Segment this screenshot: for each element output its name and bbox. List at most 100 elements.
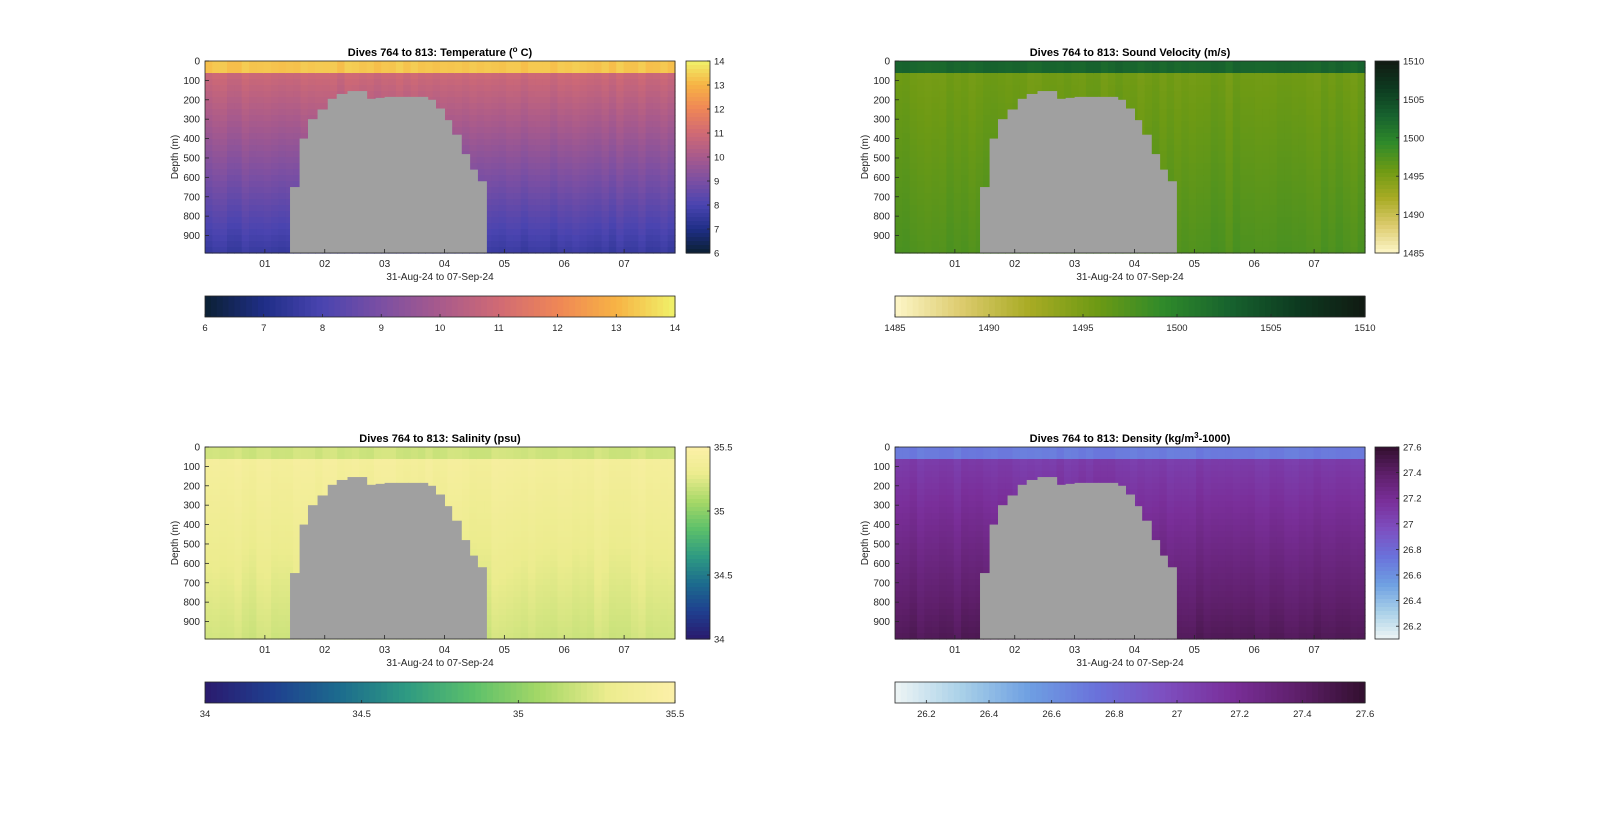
heatmap-cell [1034,73,1043,80]
heatmap-cell [1276,157,1285,164]
heatmap-cell [227,205,235,212]
heatmap-cell [307,79,316,86]
heatmap-cell [1225,241,1234,248]
heatmap-cell [909,133,918,140]
heatmap-cell [227,561,235,568]
heatmap-cell [990,85,999,92]
heatmap-cell [623,229,632,236]
heatmap-cell [256,525,265,532]
heatmap-cell [953,103,962,110]
heatmap-cell [1019,85,1028,92]
heatmap-cell [1203,127,1212,134]
heatmap-cell [630,85,639,92]
heatmap-cell [1152,121,1160,128]
heatmap-cell [293,151,302,158]
heatmap-cell [1262,199,1271,206]
heatmap-cell [931,211,940,218]
heatmap-cell [557,241,566,248]
x-tick-label: 02 [319,259,331,270]
heatmap-cell [917,217,925,224]
heatmap-cell [1085,67,1094,74]
heatmap-cell [608,85,617,92]
heatmap-cell [278,483,287,490]
heatmap-cell [1240,127,1249,134]
heatmap-cell [902,145,911,152]
heatmap-cell [660,97,669,104]
heatmap-cell [1100,67,1109,74]
heatmap-cell [1225,247,1234,254]
heatmap-cell [506,73,515,80]
heatmap-cell [528,85,537,92]
heatmap-cell [212,235,221,242]
heatmap-cell [256,73,265,80]
heatmap-cell [645,223,654,230]
heatmap-cell [366,67,375,74]
heatmap-cell [241,115,250,122]
heatmap-cell [1063,91,1072,98]
no-data-block [327,98,338,253]
heatmap-cell [1181,67,1190,74]
heatmap-cell [469,103,478,110]
heatmap-cell [278,187,287,194]
heatmap-cell [249,495,257,502]
heatmap-cell [953,85,962,92]
heatmap-cell [542,211,551,218]
heatmap-cell [1298,175,1307,182]
heatmap-cell [1313,163,1322,170]
heatmap-cell [1210,217,1219,224]
heatmap-cell [586,163,595,170]
heatmap-cell [1232,157,1241,164]
colorbar-segment [686,93,710,98]
heatmap-cell [557,223,566,230]
heatmap-cell [1232,79,1241,86]
heatmap-cell [1313,235,1322,242]
heatmap-cell [946,187,955,194]
colorbar-segment [1153,296,1160,317]
heatmap-cell [285,513,294,520]
heatmap-cell [652,115,661,122]
heatmap-cell [506,139,515,146]
heatmap-cell [300,477,309,484]
heatmap-cell [447,103,456,110]
heatmap-cell [1174,127,1182,134]
heatmap-cell [520,187,529,194]
heatmap-cell [1262,187,1271,194]
heatmap-cell [1269,181,1278,188]
heatmap-cell [623,241,632,248]
heatmap-cell [917,145,925,152]
heatmap-cell [469,67,478,74]
heatmap-cell [1328,235,1337,242]
heatmap-cell [1232,127,1241,134]
heatmap-cell [285,483,294,490]
heatmap-cell [263,483,272,490]
heatmap-cell [909,247,918,254]
heatmap-cell [285,609,294,616]
heatmap-cell [219,109,228,116]
heatmap-cell [1247,163,1256,170]
heatmap-cell [1262,109,1271,116]
heatmap-cell [1291,193,1300,200]
heatmap-cell [1225,235,1234,242]
heatmap-cell [990,127,999,134]
heatmap-cell [630,235,639,242]
heatmap-cell [1335,175,1344,182]
heatmap-cell [249,235,257,242]
heatmap-cell [535,205,544,212]
heatmap-cell [968,73,977,80]
heatmap-cell [652,127,661,134]
heatmap-cell [293,169,302,176]
heatmap-cell [939,67,947,74]
heatmap-cell [586,85,595,92]
heatmap-cell [234,567,243,574]
heatmap-cell [1196,115,1205,122]
heatmap-cell [1225,217,1234,224]
heatmap-cell [271,549,280,556]
heatmap-cell [961,133,970,140]
heatmap-cell [1210,127,1219,134]
heatmap-cell [395,67,404,74]
heatmap-cell [645,169,654,176]
heatmap-cell [638,127,647,134]
heatmap-cell [462,97,470,104]
heatmap-cell [417,73,426,80]
heatmap-cell [1328,181,1337,188]
